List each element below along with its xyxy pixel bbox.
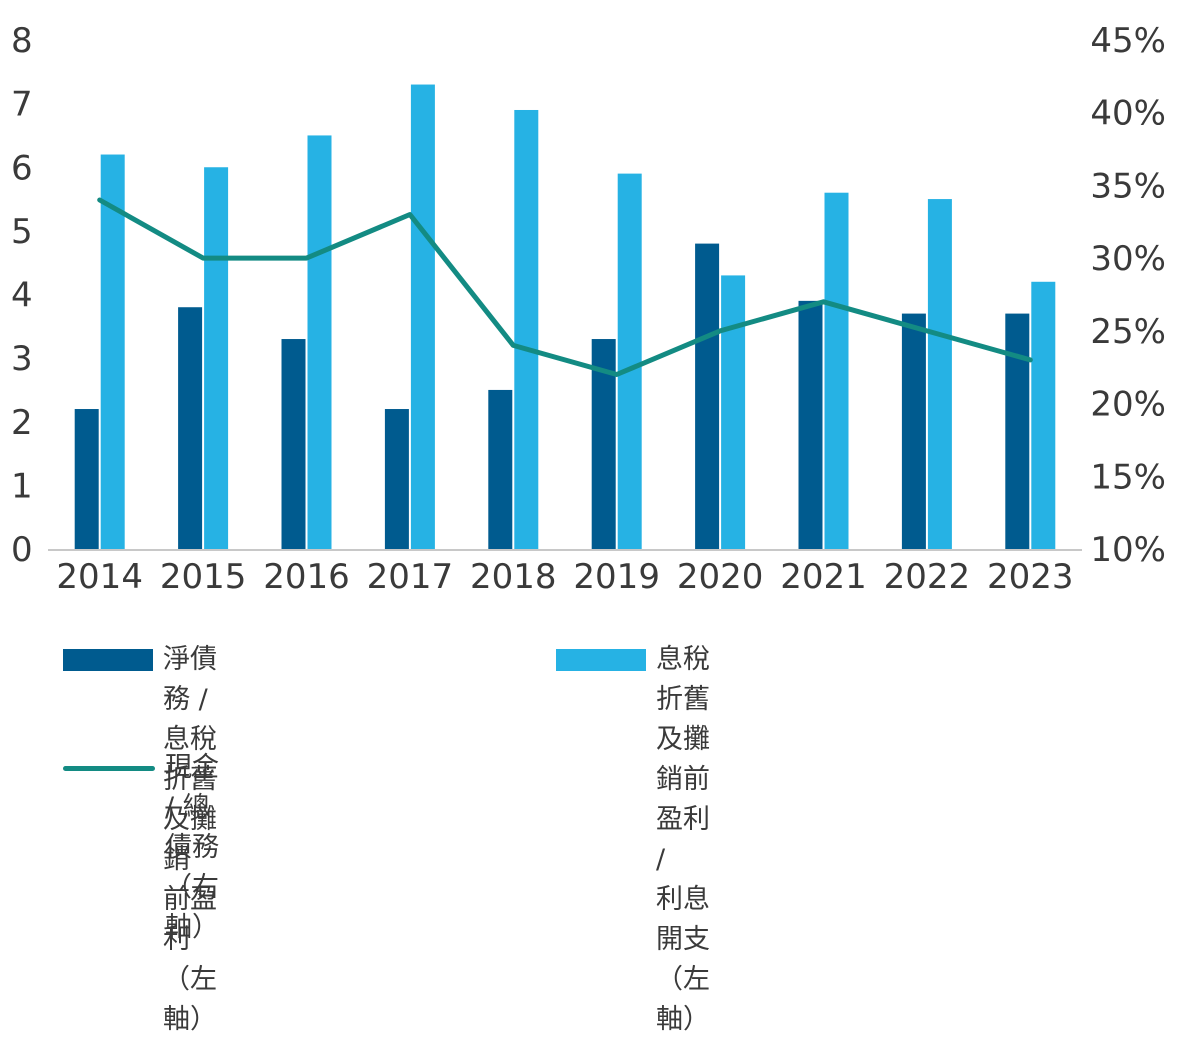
left-tick-label: 8 <box>11 21 33 61</box>
x-tick-label: 2020 <box>677 557 764 597</box>
bar-net-debt-2017 <box>384 409 409 549</box>
right-tick-label: 40% <box>1090 94 1166 134</box>
right-tick-label: 15% <box>1090 457 1166 497</box>
right-tick-label: 35% <box>1090 166 1166 206</box>
legend-label-ebitda-interest: 息稅折舊及攤銷前盈利 / 利息開支（左軸） <box>656 644 710 1035</box>
bar-ebitda-interest-2017 <box>410 84 435 549</box>
bar-ebitda-interest-2019 <box>617 173 642 550</box>
bar-ebitda-interest-2020 <box>721 275 746 549</box>
bar-net-debt-2014 <box>74 409 99 549</box>
legend-swatch-ebitda-interest <box>556 649 646 671</box>
legend-swatch-net-debt <box>63 649 153 671</box>
bar-ebitda-interest-2021 <box>824 192 849 549</box>
x-tick-label: 2014 <box>56 557 143 597</box>
bar-ebitda-interest-2022 <box>927 199 952 549</box>
bar-net-debt-2022 <box>901 313 926 549</box>
right-tick-label: 45% <box>1090 21 1166 61</box>
left-tick-label: 6 <box>11 148 33 188</box>
bar-ebitda-interest-2014 <box>100 154 125 549</box>
x-tick-label: 2021 <box>780 557 867 597</box>
left-tick-label: 0 <box>11 530 33 570</box>
x-axis-ticks: 2014 2015 2016 2017 2018 2019 2020 2021 2022 2023 <box>56 557 1073 597</box>
bars <box>74 84 1056 550</box>
left-tick-label: 1 <box>11 466 33 506</box>
bar-ebitda-interest-2015 <box>204 167 229 549</box>
legend-swatch-cash-debt <box>63 766 155 771</box>
left-tick-label: 5 <box>11 212 33 252</box>
right-tick-label: 10% <box>1090 530 1166 570</box>
bar-net-debt-2016 <box>281 339 306 549</box>
right-tick-label: 20% <box>1090 385 1166 425</box>
x-tick-label: 2019 <box>573 557 660 597</box>
right-tick-label: 30% <box>1090 239 1166 279</box>
legend-item-ebitda-interest: 息稅折舊及攤銷前盈利 / 利息開支（左軸） <box>556 640 710 1040</box>
left-tick-label: 2 <box>11 403 33 443</box>
bar-net-debt-2015 <box>178 307 203 549</box>
x-tick-label: 2017 <box>367 557 454 597</box>
right-axis-ticks: 10% 15% 20% 25% 30% 35% 40% 45% <box>1090 21 1166 570</box>
left-tick-label: 7 <box>11 85 33 125</box>
legend-label-cash-debt: 現金 / 總債務（右軸） <box>165 752 219 943</box>
x-tick-label: 2018 <box>470 557 557 597</box>
legend-item-cash-debt: 現金 / 總債務（右軸） <box>63 748 219 948</box>
bar-net-debt-2023 <box>1005 313 1030 549</box>
line-series <box>97 197 1033 377</box>
bar-net-debt-2018 <box>488 389 513 549</box>
bar-ebitda-interest-2023 <box>1031 281 1056 549</box>
bar-ebitda-interest-2018 <box>514 109 539 550</box>
x-tick-label: 2022 <box>884 557 971 597</box>
bar-net-debt-2020 <box>695 243 720 549</box>
left-tick-label: 4 <box>11 276 33 316</box>
left-tick-label: 3 <box>11 339 33 379</box>
x-tick-label: 2023 <box>987 557 1074 597</box>
right-tick-label: 25% <box>1090 312 1166 352</box>
bar-net-debt-2021 <box>798 300 823 549</box>
bar-ebitda-interest-2016 <box>307 135 332 549</box>
x-tick-label: 2015 <box>160 557 247 597</box>
line-cash-debt <box>97 197 1033 377</box>
x-tick-label: 2016 <box>263 557 350 597</box>
left-axis-ticks: 0 1 2 3 4 5 6 7 8 <box>11 21 33 570</box>
